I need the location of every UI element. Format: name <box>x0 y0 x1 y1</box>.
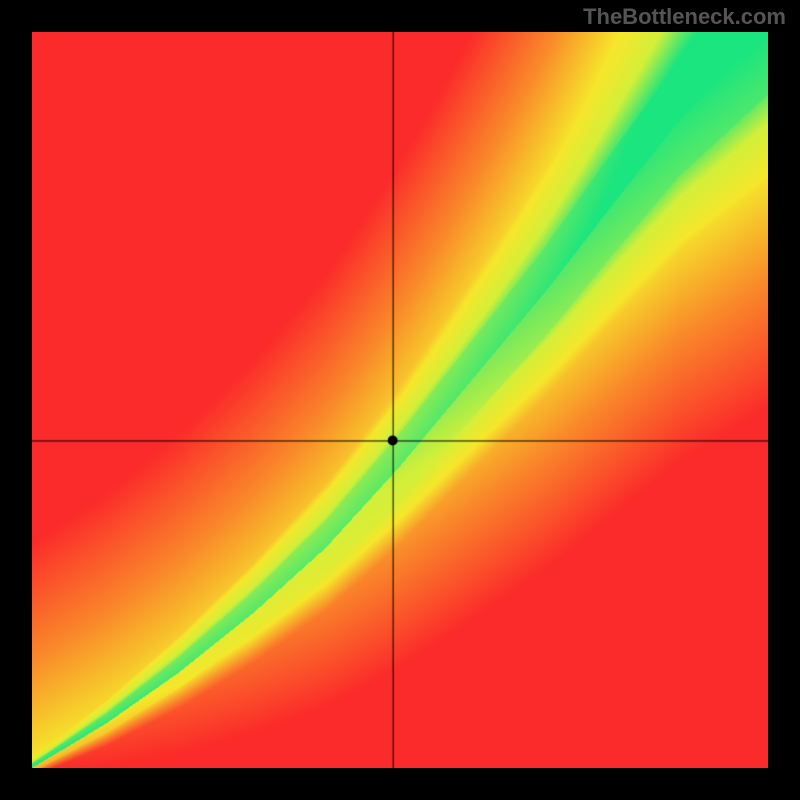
plot-area <box>32 32 768 768</box>
heatmap-canvas <box>32 32 768 768</box>
watermark-text: TheBottleneck.com <box>583 4 786 30</box>
chart-container: TheBottleneck.com <box>0 0 800 800</box>
